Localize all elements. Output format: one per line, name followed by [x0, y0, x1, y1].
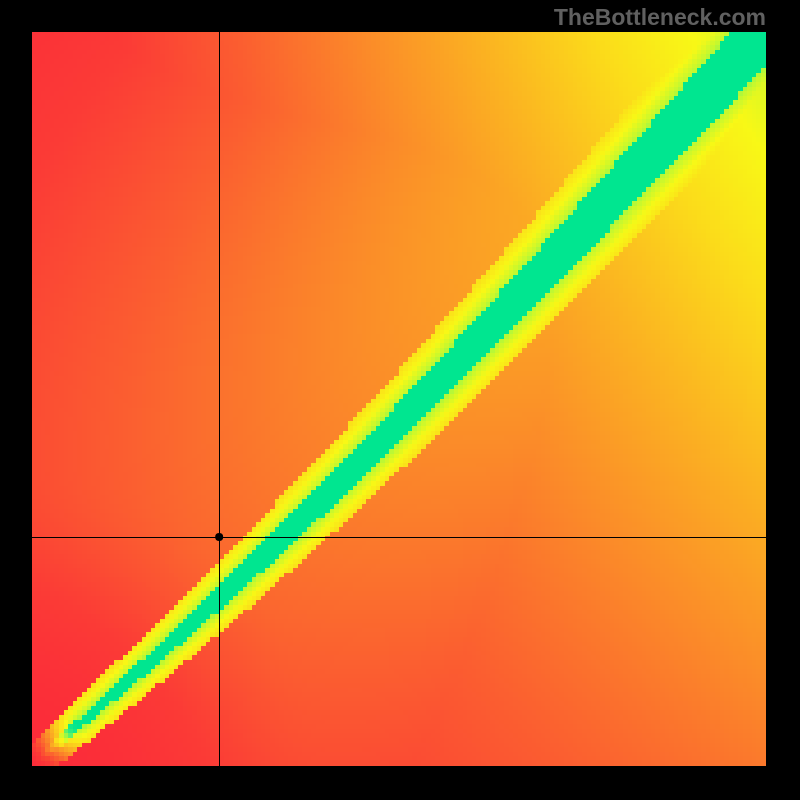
- chart-container: TheBottleneck.com: [0, 0, 800, 800]
- watermark-text: TheBottleneck.com: [554, 4, 766, 31]
- bottleneck-heatmap: [32, 32, 766, 766]
